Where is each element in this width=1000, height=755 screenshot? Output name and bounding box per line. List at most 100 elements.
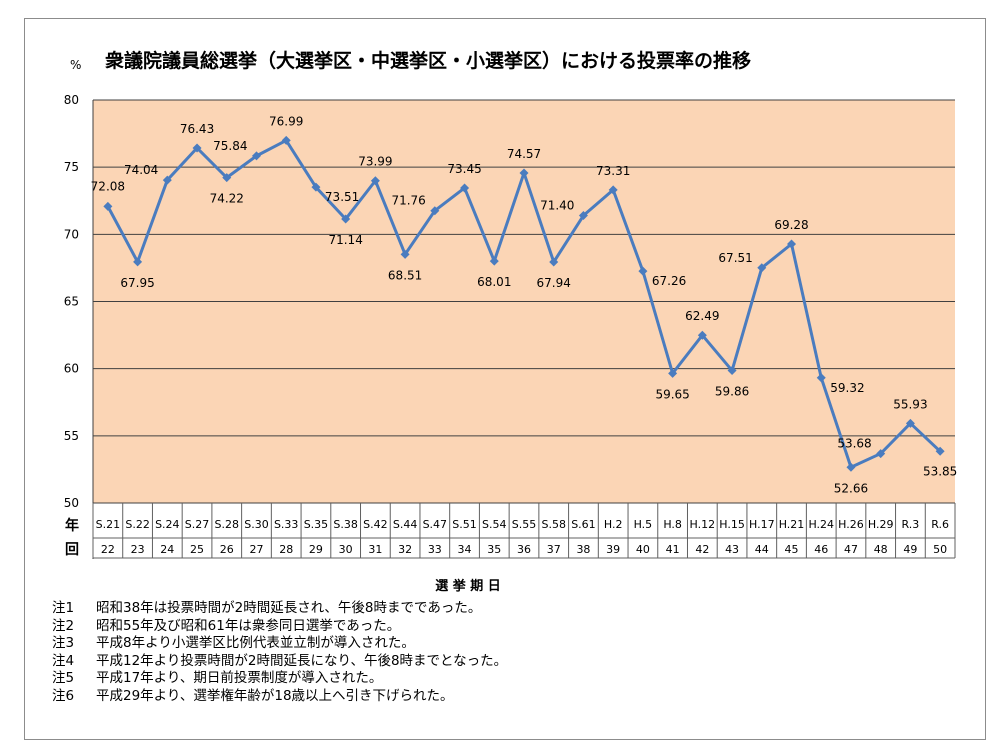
session-number: 32 xyxy=(398,543,412,556)
data-label: 73.31 xyxy=(596,164,630,178)
data-label: 67.26 xyxy=(652,274,686,288)
session-number: 38 xyxy=(576,543,590,556)
x-axis-title: 選 挙 期 日 xyxy=(435,578,501,594)
data-point xyxy=(697,330,707,340)
x-tick-label: H.2 xyxy=(604,518,623,531)
data-point xyxy=(549,257,559,267)
data-point xyxy=(251,151,261,161)
data-label: 71.14 xyxy=(328,233,362,247)
data-point xyxy=(905,418,915,428)
session-number: 41 xyxy=(666,543,680,556)
session-number: 26 xyxy=(220,543,234,556)
data-point xyxy=(370,176,380,186)
x-tick-label: S.22 xyxy=(125,518,149,531)
data-label: 53.85 xyxy=(923,464,957,478)
y-tick-label: 50 xyxy=(64,496,79,510)
data-point xyxy=(935,446,945,456)
session-number: 47 xyxy=(844,543,858,556)
session-number: 43 xyxy=(725,543,739,556)
session-number: 50 xyxy=(933,543,947,556)
session-number: 27 xyxy=(249,543,263,556)
data-point xyxy=(341,214,351,224)
y-tick-label: 80 xyxy=(64,93,79,107)
data-point xyxy=(281,135,291,145)
row-header-year: 年 xyxy=(65,517,79,534)
data-label: 68.01 xyxy=(477,275,511,289)
y-tick-label: 60 xyxy=(64,362,79,376)
data-label: 55.93 xyxy=(893,397,927,411)
y-tick-label: 75 xyxy=(64,160,79,174)
data-point xyxy=(103,201,113,211)
data-label: 68.51 xyxy=(388,268,422,282)
note-2: 注2 昭和55年及び昭和61年は衆参同日選挙であった。 xyxy=(52,617,401,634)
x-tick-label: S.47 xyxy=(423,518,447,531)
note-5: 注5 平成17年より、期日前投票制度が導入された。 xyxy=(52,670,383,686)
session-number: 25 xyxy=(190,543,204,556)
turnout-chart: 衆議院議員総選挙（大選挙区・中選挙区・小選挙区）における投票率の推移 % 50 5… xyxy=(64,49,958,594)
y-axis-unit: % xyxy=(70,58,81,72)
data-point xyxy=(430,206,440,216)
data-point xyxy=(133,257,143,267)
session-number: 31 xyxy=(368,543,382,556)
chart-frame xyxy=(24,18,986,740)
x-tick-label: H.5 xyxy=(634,518,653,531)
x-tick-label: S.51 xyxy=(452,518,476,531)
session-number: 45 xyxy=(785,543,799,556)
x-tick-label: S.55 xyxy=(512,518,536,531)
x-tick-label: S.30 xyxy=(244,518,268,531)
session-number: 22 xyxy=(101,543,115,556)
data-label: 67.94 xyxy=(537,276,571,290)
data-point xyxy=(489,256,499,266)
session-number: 49 xyxy=(903,543,917,556)
x-tick-label: S.42 xyxy=(363,518,387,531)
session-number: 24 xyxy=(160,543,174,556)
x-tick-label: S.27 xyxy=(185,518,209,531)
x-tick-label: S.54 xyxy=(482,518,506,531)
data-label: 74.04 xyxy=(124,163,158,177)
x-tick-label: H.12 xyxy=(690,518,716,531)
x-tick-label: R.6 xyxy=(931,518,949,531)
data-point xyxy=(816,373,826,383)
session-number: 46 xyxy=(814,543,828,556)
x-tick-label: S.61 xyxy=(571,518,595,531)
y-tick-label: 70 xyxy=(64,227,79,241)
session-number: 44 xyxy=(755,543,769,556)
row-header-session: 回 xyxy=(65,542,79,558)
x-tick-label: S.33 xyxy=(274,518,298,531)
data-label: 74.22 xyxy=(210,192,244,206)
data-label: 73.45 xyxy=(447,162,481,176)
session-number: 36 xyxy=(517,543,531,556)
data-point xyxy=(668,368,678,378)
data-label: 76.99 xyxy=(269,114,303,128)
x-tick-label: H.17 xyxy=(749,518,775,531)
session-number: 30 xyxy=(339,543,353,556)
data-label: 67.95 xyxy=(120,276,154,290)
x-tick-label: S.21 xyxy=(96,518,120,531)
data-label: 69.28 xyxy=(774,218,808,232)
data-label: 75.84 xyxy=(213,139,247,153)
data-label: 67.51 xyxy=(718,251,752,265)
session-number: 48 xyxy=(874,543,888,556)
session-number: 29 xyxy=(309,543,323,556)
x-tick-label: H.15 xyxy=(719,518,745,531)
data-point xyxy=(222,173,232,183)
note-1: 注1 昭和38年は投票時間が2時間延長され、午後8時までであった。 xyxy=(52,600,482,616)
data-label: 71.40 xyxy=(540,199,574,213)
data-label: 59.65 xyxy=(655,387,689,401)
x-tick-label: R.3 xyxy=(902,518,920,531)
data-point xyxy=(638,266,648,276)
note-6: 注6 平成29年より、選挙権年齢が18歳以上へ引き下げられた。 xyxy=(52,687,454,704)
data-label: 76.43 xyxy=(180,122,214,136)
data-point xyxy=(460,183,470,193)
data-point xyxy=(400,249,410,259)
x-tick-label: S.28 xyxy=(215,518,239,531)
x-tick-label: H.8 xyxy=(663,518,682,531)
x-tick-label: H.26 xyxy=(838,518,864,531)
data-point xyxy=(162,175,172,185)
session-number: 37 xyxy=(547,543,561,556)
data-label: 73.51 xyxy=(325,190,359,204)
x-tick-label: H.21 xyxy=(779,518,805,531)
x-tick-label: S.44 xyxy=(393,518,417,531)
chart-title: 衆議院議員総選挙（大選挙区・中選挙区・小選挙区）における投票率の推移 xyxy=(105,49,751,72)
data-point xyxy=(757,263,767,273)
